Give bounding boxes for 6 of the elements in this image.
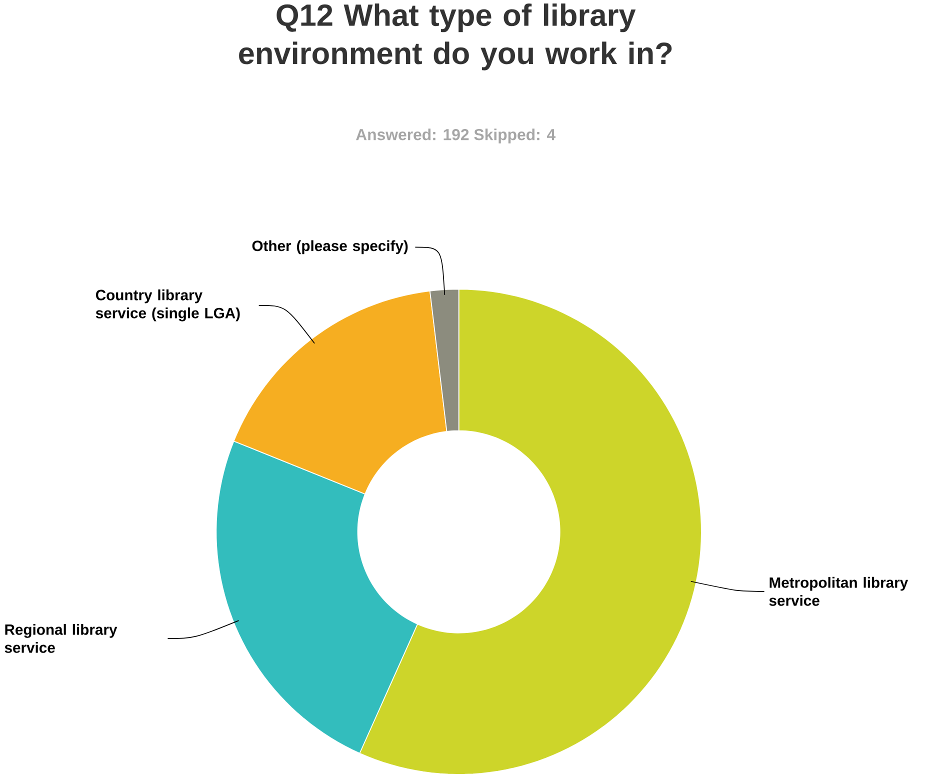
slice-label: Country library service (single LGA) <box>96 290 240 322</box>
chart-subtitle: Answered: 192 Skipped: 4 <box>356 128 556 144</box>
slice-label: Regional library service <box>4 624 118 654</box>
slice-label: Metropolitan library service <box>769 577 908 606</box>
slice-label: Other (please specify) <box>252 240 408 254</box>
chart-title: Q12 What type of library environment do you work in? <box>239 4 672 70</box>
